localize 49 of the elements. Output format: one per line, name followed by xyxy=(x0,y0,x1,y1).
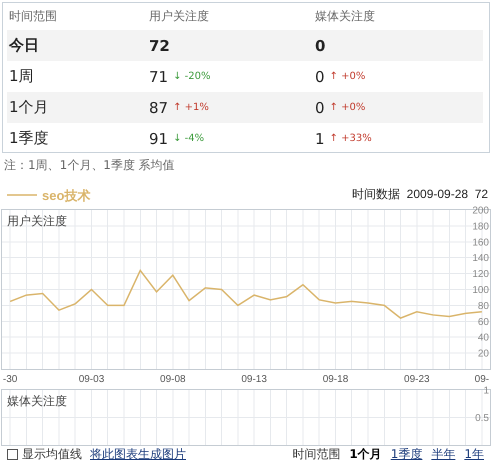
y-axis-title: 用户关注度 xyxy=(7,214,67,228)
data-label: 0 xyxy=(315,98,325,116)
text: 时间数据 2009-09-28 72 xyxy=(352,187,488,201)
text: 时间范围 xyxy=(9,8,57,25)
text: 媒体关注度 xyxy=(315,8,375,25)
data-label: 1 xyxy=(315,130,325,148)
data-label: ↑ +0% xyxy=(330,102,366,113)
text: 1季度 xyxy=(390,447,422,461)
y-tick-label: 60 xyxy=(478,316,490,328)
x-tick-label: 09-08 xyxy=(160,374,186,385)
data-label: 0 xyxy=(315,36,326,54)
y-tick-label: 40 xyxy=(478,332,490,344)
y-tick-label: 160 xyxy=(472,237,490,248)
data-label: 87 xyxy=(149,98,168,116)
data-label: 0 xyxy=(315,68,325,86)
text: 注：1周、1个月、1季度 系均值 xyxy=(4,157,175,174)
y-tick-label: 0.5 xyxy=(475,413,490,424)
data-label: ↑ +0% xyxy=(330,71,366,82)
category-label: 1个月 xyxy=(9,97,49,118)
data-label: ↑ +33% xyxy=(330,133,372,144)
data-label: 91 xyxy=(149,130,168,148)
text: 1年 xyxy=(464,447,484,461)
y-tick-label: 180 xyxy=(472,221,490,232)
y-tick-label: 1 xyxy=(483,386,490,396)
y-tick-label: 140 xyxy=(472,253,490,264)
x-tick-label: 09-13 xyxy=(241,374,268,385)
data-label: 71 xyxy=(149,68,168,86)
y-tick-label: 200 xyxy=(472,206,490,216)
x-tick-label: 09-18 xyxy=(322,374,349,385)
text: 半年 xyxy=(431,447,456,461)
x-tick-label: -30 xyxy=(2,374,18,385)
category-label: 1季度 xyxy=(9,128,49,149)
y-tick-label: 80 xyxy=(478,300,490,312)
series-label: 用户关注度 xyxy=(149,8,209,25)
y-tick-label: 20 xyxy=(478,348,490,360)
data-label: 72 xyxy=(149,36,170,54)
x-tick-label: 09- xyxy=(474,374,490,385)
x-tick-label: 09-03 xyxy=(78,374,105,385)
text: 时间范围 xyxy=(292,447,340,461)
legend-label: seo技术 xyxy=(42,188,90,204)
text: 1个月 xyxy=(349,447,382,461)
text: 将此图表生成图片 xyxy=(90,446,186,463)
y-tick-label: 120 xyxy=(472,269,490,280)
category-label: 1周 xyxy=(9,66,34,87)
text: 显示均值线 xyxy=(22,446,82,463)
category-label: 今日 xyxy=(9,35,39,56)
x-tick-label: 09-23 xyxy=(404,374,430,385)
y-axis-title: 媒体关注度 xyxy=(7,394,67,408)
y-tick-label: 100 xyxy=(472,285,490,296)
